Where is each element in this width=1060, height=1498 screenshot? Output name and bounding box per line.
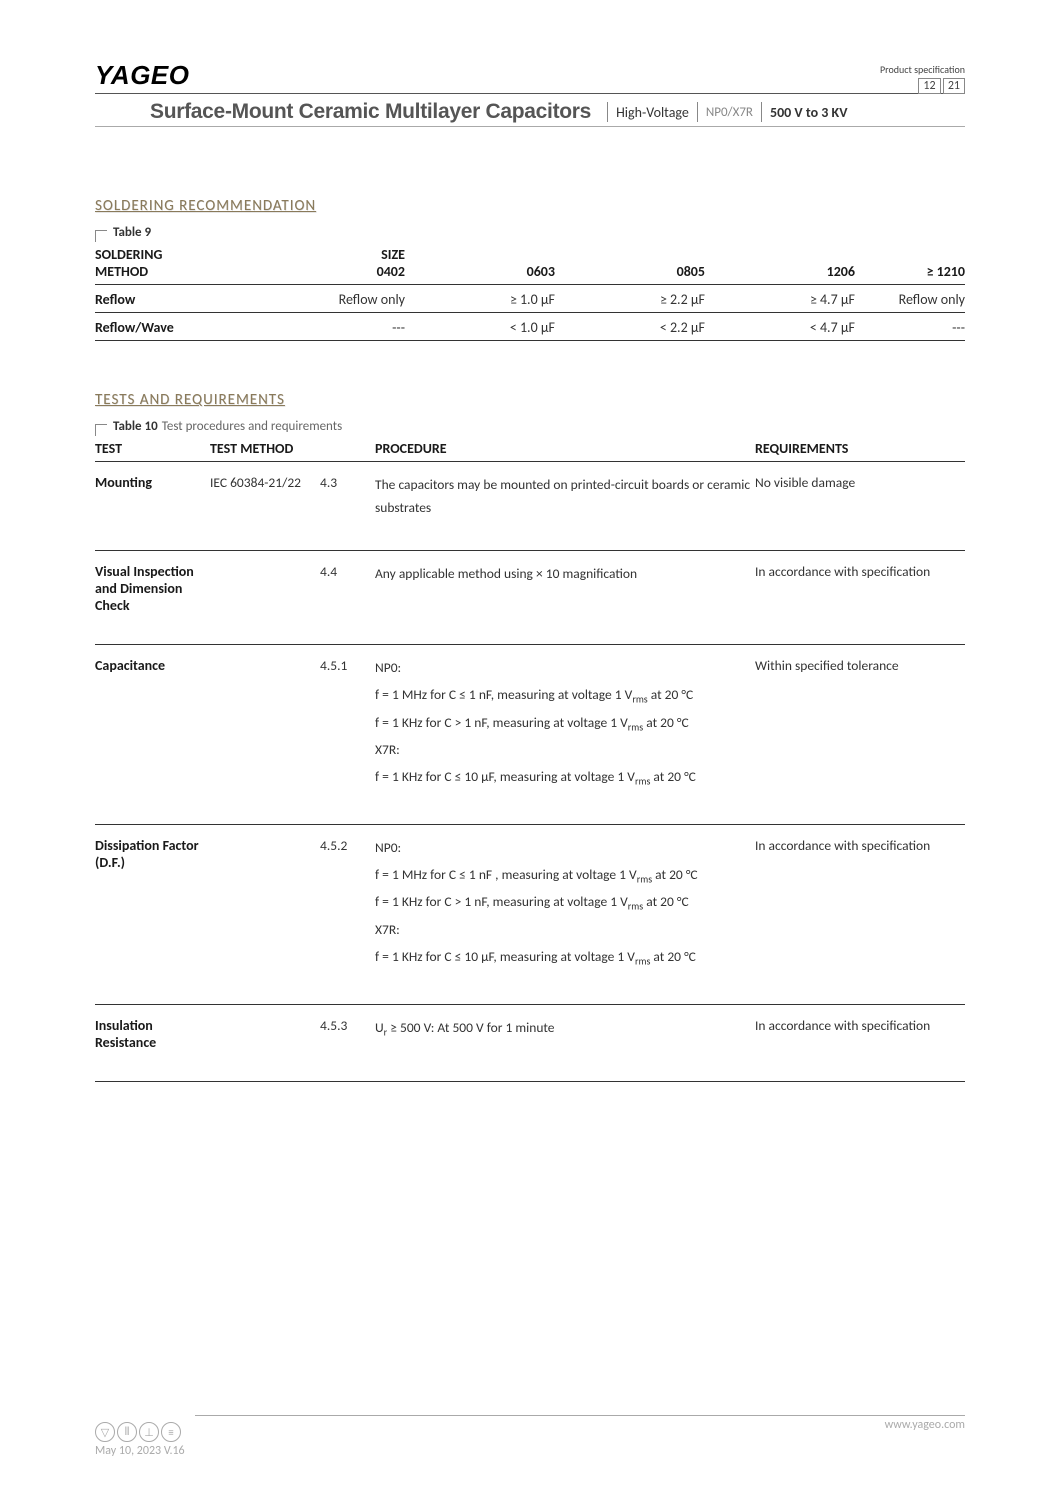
page-number: 12 — [918, 78, 940, 94]
separator-icon — [607, 102, 608, 122]
col-header: TEST — [95, 440, 210, 457]
procedure-line: NP0: — [375, 657, 755, 680]
page-total: 21 — [943, 78, 965, 94]
cell: ≥ 2.2 µF — [555, 291, 705, 308]
table9: SOLDERING METHOD SIZE 0402 0603 0805 120… — [95, 246, 965, 341]
cell: < 4.7 µF — [705, 319, 855, 336]
procedure-line: NP0: — [375, 837, 755, 860]
size-header: 0402 — [245, 263, 405, 280]
procedure-line: f = 1 KHz for C > 1 nF, measuring at vol… — [375, 712, 755, 736]
logo: YAGEO — [95, 60, 965, 91]
table-row: ReflowReflow only≥ 1.0 µF≥ 2.2 µF≥ 4.7 µ… — [95, 285, 965, 313]
footer-icons: ▽ ⦀ ⊥ ≡ — [95, 1422, 965, 1442]
table9-header: SOLDERING METHOD SIZE 0402 0603 0805 120… — [95, 246, 965, 285]
tag-dielectric: NP0/X7R — [706, 105, 753, 120]
test-name: Insulation Resistance — [95, 1017, 210, 1051]
cell: ≥ 1.0 µF — [405, 291, 555, 308]
separator-icon — [697, 102, 698, 122]
procedure-line: f = 1 KHz for C ≤ 10 µF, measuring at vo… — [375, 946, 755, 970]
corner-icon — [95, 424, 107, 436]
footer-date: May 10, 2023 V.16 — [95, 1444, 965, 1458]
procedure: The capacitors may be mounted on printed… — [375, 474, 755, 520]
table9-label: Table 9 — [95, 225, 965, 240]
requirements: In accordance with specification — [755, 563, 965, 580]
footer-url: www.yageo.com — [885, 1418, 965, 1432]
cell: ≥ 4.7 µF — [705, 291, 855, 308]
header-bar: YAGEO — [95, 60, 965, 94]
test-name: Mounting — [95, 474, 210, 491]
cell: < 2.2 µF — [555, 319, 705, 336]
cert-icon: ▽ — [95, 1422, 115, 1442]
size-header: 0805 — [555, 263, 705, 280]
test-section: 4.4 — [320, 563, 375, 580]
separator-icon — [761, 102, 762, 122]
soldering-heading: SOLDERING RECOMMENDATION — [95, 197, 965, 215]
size-header: ≥ 1210 — [855, 263, 965, 280]
test-name: Dissipation Factor (D.F.) — [95, 837, 210, 871]
cell: Reflow only — [855, 291, 965, 308]
size-header: 0603 — [405, 263, 555, 280]
table10-label: Table 10 Test procedures and requirement… — [95, 419, 965, 434]
procedure-line: X7R: — [375, 919, 755, 942]
table-row: Insulation Resistance 4.5.3Ur ≥ 500 V: At… — [95, 1005, 965, 1082]
cert-icon: ⊥ — [139, 1422, 159, 1442]
corner-icon — [95, 230, 107, 242]
requirements: Within specified tolerance — [755, 657, 965, 674]
tests-heading: TESTS AND REQUIREMENTS — [95, 391, 965, 409]
cert-icon: ≡ — [161, 1422, 181, 1442]
procedure-line: X7R: — [375, 739, 755, 762]
table-row: Dissipation Factor (D.F.) 4.5.2NP0: f = 1 … — [95, 825, 965, 1005]
doc-title: Surface-Mount Ceramic Multilayer Capacit… — [95, 100, 599, 124]
table-row: Reflow/Wave---< 1.0 µF< 2.2 µF< 4.7 µF--… — [95, 313, 965, 341]
test-section: 4.5.1 — [320, 657, 375, 674]
col-header: SOLDERING — [95, 246, 245, 263]
cell: Reflow only — [245, 291, 405, 308]
procedure-line: f = 1 MHz for C ≤ 1 nF, measuring at vol… — [375, 684, 755, 708]
requirements: In accordance with specification — [755, 1017, 965, 1034]
cert-icon: ⦀ — [117, 1422, 137, 1442]
table10-header: TEST TEST METHOD PROCEDURE REQUIREMENTS — [95, 440, 965, 462]
table10: TEST TEST METHOD PROCEDURE REQUIREMENTS … — [95, 440, 965, 1082]
size-label: SIZE — [245, 246, 405, 263]
table-row: MountingIEC 60384-21/224.3The capacitors… — [95, 462, 965, 551]
procedure-line: f = 1 MHz for C ≤ 1 nF , measuring at vo… — [375, 864, 755, 888]
row-header: Reflow — [95, 291, 245, 308]
procedure: NP0: f = 1 MHz for C ≤ 1 nF, measuring at… — [375, 657, 755, 794]
col-header: PROCEDURE — [375, 440, 755, 457]
spec-label: Product specification — [880, 63, 965, 76]
procedure-line: f = 1 KHz for C ≤ 10 µF, measuring at vo… — [375, 766, 755, 790]
requirements: In accordance with specification — [755, 837, 965, 854]
procedure: NP0: f = 1 MHz for C ≤ 1 nF , measuring a… — [375, 837, 755, 974]
requirements: No visible damage — [755, 474, 965, 491]
procedure: Any applicable method using × 10 magnifi… — [375, 563, 755, 586]
col-header: TEST METHOD — [210, 440, 375, 457]
col-header: METHOD — [95, 263, 245, 280]
procedure-line: f = 1 KHz for C > 1 nF, measuring at vol… — [375, 891, 755, 915]
col-header: REQUIREMENTS — [755, 440, 965, 457]
test-section: 4.5.2 — [320, 837, 375, 854]
procedure: Ur ≥ 500 V: At 500 V for 1 minute — [375, 1017, 755, 1041]
test-section: 4.3 — [320, 474, 375, 491]
cell: --- — [855, 319, 965, 336]
test-name: Visual Inspection and Dimension Check — [95, 563, 210, 614]
footer: ▽ ⦀ ⊥ ≡ May 10, 2023 V.16 www.yageo.com — [95, 1415, 965, 1458]
cell: --- — [245, 319, 405, 336]
table-row: Capacitance 4.5.1NP0: f = 1 MHz for C ≤ 1 … — [95, 645, 965, 825]
size-header: 1206 — [705, 263, 855, 280]
test-name: Capacitance — [95, 657, 210, 674]
tag-voltage-range: 500 V to 3 KV — [770, 104, 848, 121]
subheader: Surface-Mount Ceramic Multilayer Capacit… — [95, 100, 965, 127]
page-indicator: Product specification 12 21 — [880, 63, 965, 95]
test-section: 4.5.3 — [320, 1017, 375, 1034]
cell: < 1.0 µF — [405, 319, 555, 336]
tag-high-voltage: High-Voltage — [616, 104, 689, 121]
test-method: IEC 60384-21/22 — [210, 474, 320, 491]
table-row: Visual Inspection and Dimension Check 4.4… — [95, 551, 965, 645]
row-header: Reflow/Wave — [95, 319, 245, 336]
